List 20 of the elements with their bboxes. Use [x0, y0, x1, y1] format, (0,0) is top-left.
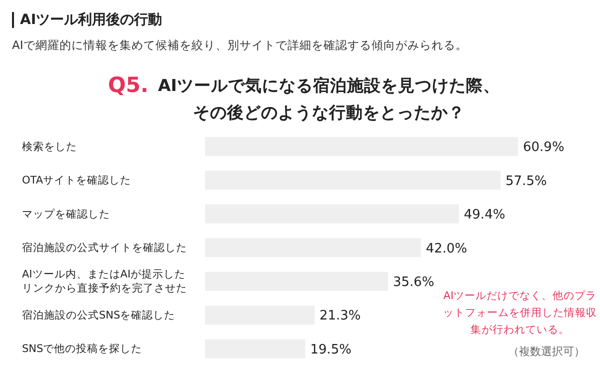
text: AIツール利用後の行動 [12, 12, 162, 28]
y-tick-label: 検索をした [22, 140, 77, 153]
data-label: 57.5% [506, 174, 547, 189]
y-tick-label: マップを確認した [22, 207, 110, 220]
y-tick-label: SNSで他の投稿を探した [22, 342, 142, 356]
annotation: （複数選択可） [508, 344, 585, 359]
data-label: 21.3% [319, 308, 361, 324]
data-label: 42.0% [426, 241, 468, 256]
y-tick-label: AIツール内、またはAIが提示したリンクから直接予約を完了させた [22, 268, 187, 295]
data-label: 19.5% [310, 342, 352, 358]
y-tick-label: 宿泊施設の公式SNSを確認した [22, 308, 176, 322]
y-tick-label: 宿泊施設の公式サイトを確認した [22, 240, 187, 254]
data-label: 60.9% [523, 140, 564, 156]
chart-subtitle: AIで網羅的に情報を集めて候補を絞り、別サイトで詳細を確認する傾向がみられる。 [12, 38, 468, 53]
data-label: 35.6% [392, 274, 434, 290]
annotation: AIツールだけでなく、他のプラットフォームを併用した情報収集が行われている。 [442, 289, 598, 338]
text: AIツールで気になる宿泊施設を見つけた際、その後どのような行動をとったか？ [156, 75, 501, 124]
data-label: 49.4% [464, 208, 506, 223]
y-tick-label: OTAサイトを確認した [22, 173, 132, 186]
text: Q5. [108, 72, 148, 98]
